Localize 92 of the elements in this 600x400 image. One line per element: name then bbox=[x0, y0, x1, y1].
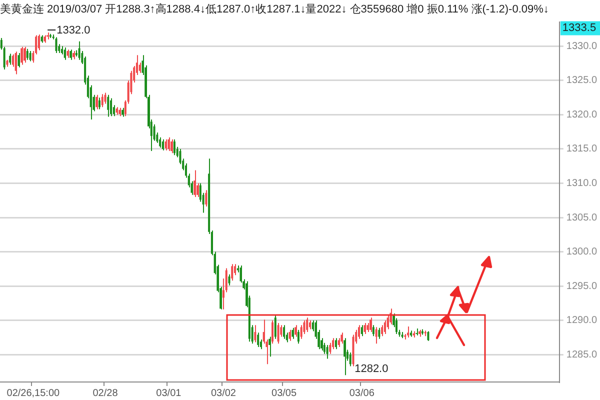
candlestick bbox=[170, 138, 173, 154]
candlestick bbox=[360, 324, 363, 337]
y-tick-label: 1330.0 bbox=[566, 40, 598, 52]
y-tick-label: 1310.0 bbox=[566, 178, 598, 190]
candlestick bbox=[340, 332, 343, 344]
candlestick bbox=[283, 324, 286, 340]
candlestick bbox=[107, 94, 110, 118]
candlestick bbox=[104, 92, 106, 104]
candlestick bbox=[332, 338, 334, 350]
candlestick bbox=[257, 332, 260, 348]
candlestick bbox=[372, 324, 374, 337]
candlestick bbox=[364, 322, 366, 335]
candlestick bbox=[164, 138, 167, 151]
candlestick bbox=[12, 54, 14, 68]
candlestick bbox=[173, 138, 176, 156]
candlestick bbox=[26, 48, 28, 60]
candlestick bbox=[159, 136, 162, 148]
x-tick-label: 03/05 bbox=[272, 388, 297, 399]
candlestick bbox=[323, 342, 326, 354]
candlestick bbox=[306, 317, 308, 332]
y-tick-label: 1305.0 bbox=[566, 212, 598, 224]
candlestick bbox=[294, 324, 297, 338]
y-tick-label: 1290.0 bbox=[566, 315, 598, 326]
annotation: 1332.0 bbox=[56, 24, 90, 37]
candlestick bbox=[271, 320, 274, 344]
candlestick bbox=[381, 324, 384, 337]
candlestick bbox=[231, 264, 234, 282]
candlestick bbox=[297, 329, 300, 344]
candlestick bbox=[303, 320, 306, 335]
candlestick bbox=[101, 94, 104, 108]
candlestick bbox=[292, 327, 294, 340]
candlestick bbox=[277, 322, 280, 344]
candlestick bbox=[205, 190, 208, 208]
candlestick bbox=[194, 170, 196, 198]
y-tick-label: 1315.0 bbox=[566, 144, 598, 155]
candlestick bbox=[329, 342, 332, 354]
chart-title: 美黄金连 2019/03/07 开1288.3↑高1288.4↓低1287.0↑收1287.1↓量2022↓ 仓3559680 增0 振0.11% 涨(-1.2)-0.09%↓ bbox=[0, 2, 549, 16]
candlestick bbox=[254, 324, 256, 343]
candlestick bbox=[64, 47, 66, 60]
candlestick bbox=[179, 148, 182, 165]
candlestick bbox=[168, 136, 170, 152]
x-tick-label: 02/26,15:00 bbox=[6, 388, 60, 399]
candlestick bbox=[280, 324, 282, 338]
candlestick bbox=[326, 344, 328, 360]
candlestick bbox=[378, 327, 380, 340]
y-tick-label: 1325.0 bbox=[566, 75, 598, 86]
candlestick bbox=[375, 326, 378, 344]
candlestick bbox=[24, 46, 26, 64]
candlestick bbox=[14, 51, 17, 75]
candlestick bbox=[162, 138, 164, 151]
candlestick bbox=[29, 50, 32, 62]
candlestick bbox=[138, 62, 141, 74]
candlestick bbox=[407, 326, 410, 338]
candlestick bbox=[55, 36, 58, 54]
annotation: 1282.0 bbox=[354, 363, 388, 376]
candlestick bbox=[416, 328, 418, 336]
candlestick bbox=[234, 264, 236, 276]
candlestick bbox=[18, 52, 20, 68]
candlestick bbox=[110, 98, 112, 117]
y-tick-label: 1295.0 bbox=[566, 280, 598, 292]
y-tick-label: 1300.0 bbox=[566, 246, 598, 258]
candlestick bbox=[274, 315, 276, 340]
candlestick bbox=[300, 324, 302, 340]
candlestick bbox=[9, 53, 12, 66]
candlestick bbox=[20, 46, 23, 66]
candlestick bbox=[228, 274, 230, 286]
candlestick bbox=[384, 320, 386, 335]
x-tick-label: 02/28 bbox=[92, 388, 118, 399]
candlestick bbox=[344, 338, 346, 376]
x-tick-label: 03/02 bbox=[210, 388, 236, 399]
candlestick bbox=[262, 319, 265, 344]
candlestick bbox=[395, 318, 398, 335]
y-tick-label: 1320.0 bbox=[566, 109, 598, 120]
x-tick-label: 03/06 bbox=[349, 388, 375, 399]
candlestick bbox=[386, 315, 389, 330]
candlestick bbox=[98, 97, 100, 110]
candlestick bbox=[288, 329, 291, 342]
candlestick bbox=[427, 330, 430, 342]
candlestick bbox=[370, 317, 372, 332]
candlestick bbox=[268, 336, 271, 358]
candlestick bbox=[334, 338, 337, 350]
candlestick bbox=[70, 49, 72, 60]
candlestick bbox=[112, 104, 115, 117]
candlestick bbox=[38, 34, 40, 51]
candlestick bbox=[78, 40, 80, 60]
candlestick bbox=[358, 324, 360, 340]
x-tick-label: 03/01 bbox=[156, 388, 182, 399]
candlestick bbox=[96, 94, 98, 110]
candlestick bbox=[349, 352, 352, 367]
candlestick bbox=[46, 32, 49, 40]
y-tick-label: 1285.0 bbox=[566, 349, 598, 360]
text: 1333.5 bbox=[562, 22, 596, 34]
